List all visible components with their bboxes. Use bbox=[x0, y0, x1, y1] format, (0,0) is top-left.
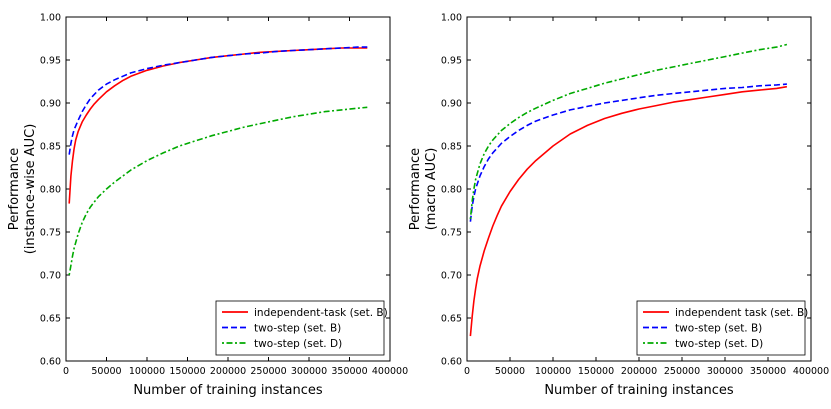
series-line-3 bbox=[469, 43, 788, 220]
y-tick-label: 0.90 bbox=[441, 99, 462, 110]
legend: independent task (set. B) two-step (set. … bbox=[636, 300, 808, 356]
x-tick-label: 400000 bbox=[372, 366, 408, 377]
y-tick-label: 0.60 bbox=[441, 357, 462, 368]
y-tick-label: 0.65 bbox=[441, 314, 462, 325]
series-line-3 bbox=[68, 106, 368, 276]
x-tick-label: 0 bbox=[63, 366, 69, 377]
x-tick-label: 150000 bbox=[169, 366, 205, 377]
y-axis-label-line-1: Performance bbox=[408, 148, 423, 230]
legend-entry: independent task (set. B) bbox=[675, 307, 808, 319]
legend-entry: independent-task (set. B) bbox=[254, 307, 388, 319]
legend-entry: two-step (set. B) bbox=[675, 322, 762, 334]
x-tick-label: 300000 bbox=[291, 366, 327, 377]
y-tick-label: 0.70 bbox=[40, 271, 61, 282]
y-tick-label: 0.85 bbox=[40, 142, 61, 153]
y-tick-label: 0.70 bbox=[441, 271, 462, 282]
chart-panel-2: 0 50000 100000 150000 200000 250000 300000 3500… bbox=[408, 13, 829, 399]
x-tick-label: 200000 bbox=[210, 366, 246, 377]
y-tick-label: 0.75 bbox=[40, 228, 61, 239]
x-tick-label: 100000 bbox=[535, 366, 571, 377]
x-tick-label: 250000 bbox=[250, 366, 286, 377]
y-tick-label: 0.65 bbox=[40, 314, 61, 325]
legend-entry: two-step (set. B) bbox=[254, 322, 341, 334]
x-tick-label: 0 bbox=[464, 366, 470, 377]
x-tick-label: 50000 bbox=[495, 366, 525, 377]
y-tick-label: 0.75 bbox=[441, 228, 462, 239]
x-tick-label: 300000 bbox=[707, 366, 743, 377]
y-axis-label-line-2: (macro AUC) bbox=[424, 148, 439, 231]
y-tick-label: 1.00 bbox=[441, 13, 462, 24]
x-axis-label: Number of training instances bbox=[544, 383, 734, 398]
series-line-1 bbox=[469, 85, 788, 337]
y-tick-label: 0.80 bbox=[40, 185, 61, 196]
y-tick-label: 0.85 bbox=[441, 142, 462, 153]
x-tick-label: 200000 bbox=[621, 366, 657, 377]
y-axis-label-line-2: (instance-wise AUC) bbox=[23, 124, 38, 255]
x-tick-label: 350000 bbox=[331, 366, 367, 377]
y-tick-label: 0.95 bbox=[40, 56, 61, 67]
y-tick-label: 0.80 bbox=[441, 185, 462, 196]
y-tick-label: 0.60 bbox=[40, 357, 61, 368]
x-tick-label: 100000 bbox=[129, 366, 165, 377]
y-tick-label: 1.00 bbox=[40, 13, 61, 24]
y-tick-label: 0.95 bbox=[441, 56, 462, 67]
x-tick-label: 250000 bbox=[664, 366, 700, 377]
legend-entry: two-step (set. D) bbox=[675, 338, 763, 350]
x-tick-label: 50000 bbox=[91, 366, 121, 377]
series-line-2 bbox=[469, 83, 787, 222]
y-tick-label: 0.90 bbox=[40, 99, 61, 110]
x-tick-label: 150000 bbox=[578, 366, 614, 377]
legend: independent-task (set. B) two-step (set. … bbox=[215, 300, 388, 356]
series-line-1 bbox=[68, 47, 368, 204]
series-line-2 bbox=[68, 46, 368, 155]
chart-panel-1: 0 50000 100000 150000 200000 250000 300000 3500… bbox=[7, 13, 408, 399]
y-axis-label-line-1: Performance bbox=[7, 148, 22, 230]
legend-entry: two-step (set. D) bbox=[254, 338, 342, 350]
x-axis-label: Number of training instances bbox=[133, 383, 323, 398]
x-tick-label: 350000 bbox=[750, 366, 786, 377]
x-tick-label: 400000 bbox=[793, 366, 829, 377]
